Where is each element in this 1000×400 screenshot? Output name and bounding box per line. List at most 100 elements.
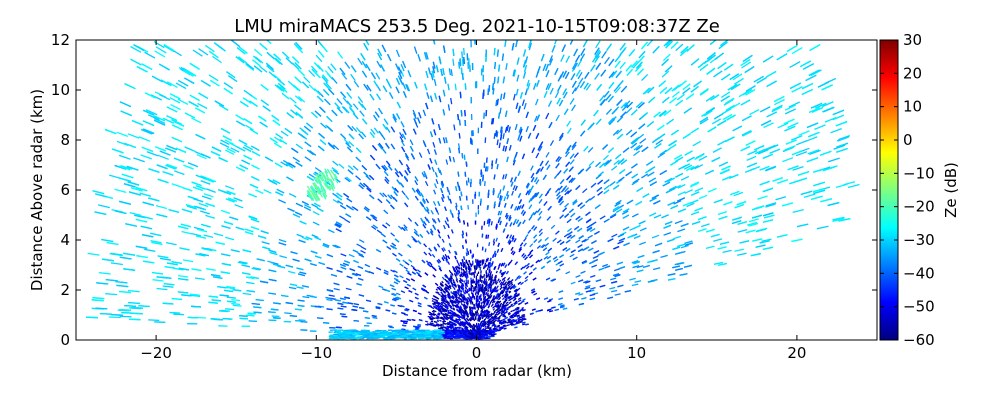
radar-gate (500, 126, 503, 133)
radar-gate (351, 308, 358, 311)
radar-gate (141, 63, 153, 70)
radar-gate (560, 187, 566, 193)
radar-gate (249, 100, 258, 107)
radar-gate (519, 92, 523, 99)
radar-gate (417, 240, 422, 245)
radar-gate (485, 110, 488, 117)
radar-gate (659, 86, 668, 94)
radar-gate (341, 72, 348, 80)
radar-gate (309, 150, 317, 156)
radar-gate (348, 133, 355, 140)
radar-gate (553, 258, 559, 263)
radar-gate (370, 214, 376, 219)
radar-gate (392, 113, 397, 121)
radar-gate (546, 216, 551, 221)
radar-gate (533, 238, 538, 244)
radar-gate (377, 302, 383, 306)
radar-gate (516, 315, 521, 318)
radar-gate (682, 83, 691, 91)
radar-gate (617, 284, 624, 288)
radar-gate (740, 99, 751, 106)
radar-gate (266, 51, 275, 60)
radar-gate (455, 186, 458, 192)
radar-gate (516, 205, 520, 211)
radar-gate (683, 264, 693, 268)
radar-gate (565, 161, 571, 168)
radar-gate (154, 146, 167, 152)
radar-gate (432, 141, 436, 148)
radar-gate (502, 133, 505, 140)
radar-gate (298, 319, 306, 322)
radar-gate (297, 68, 305, 77)
radar-gate (448, 156, 452, 162)
radar-gate (520, 300, 525, 304)
radar-gate (377, 143, 383, 150)
radar-gate (714, 52, 724, 60)
radar-gate (580, 270, 586, 274)
radar-gate (159, 150, 171, 156)
radar-gate (384, 178, 389, 185)
radar-gate (310, 250, 318, 254)
radar-gate (353, 303, 360, 306)
radar-gate (603, 179, 610, 185)
radar-gate (241, 264, 251, 268)
radar-gate (150, 239, 162, 244)
radar-gate (567, 227, 572, 233)
radar-gate (438, 56, 442, 64)
radar-gate (225, 236, 235, 241)
radar-gate (711, 156, 721, 163)
radar-gate (836, 142, 849, 148)
radar-gate (577, 217, 583, 222)
radar-gate (360, 250, 366, 254)
radar-gate (801, 82, 814, 90)
radar-gate (672, 246, 681, 251)
radar-gate (189, 94, 200, 102)
radar-gate (162, 302, 174, 305)
radar-gate (756, 77, 767, 84)
radar-gate (575, 215, 581, 221)
radar-gate (722, 249, 732, 254)
radar-gate (532, 267, 537, 271)
radar-gate (556, 191, 561, 197)
radar-gate (737, 228, 748, 233)
radar-gate (684, 242, 693, 246)
radar-gate (673, 235, 682, 240)
radar-gate (267, 260, 276, 264)
radar-gate (641, 146, 649, 153)
radar-gate (713, 113, 724, 120)
radar-gate (414, 180, 419, 186)
radar-gate (378, 285, 384, 289)
radar-gate (605, 93, 612, 101)
radar-gate (427, 67, 432, 75)
radar-gate (630, 142, 638, 149)
radar-gate (591, 240, 597, 244)
radar-gate (412, 267, 417, 272)
radar-gate (243, 118, 253, 125)
radar-gate (119, 177, 132, 183)
radar-gate (331, 109, 338, 117)
radar-gate (368, 174, 375, 181)
radar-gate (522, 71, 527, 79)
radar-gate (668, 185, 677, 191)
radar-gate (492, 83, 494, 90)
radar-gate (721, 73, 731, 81)
radar-gate (225, 308, 235, 311)
radar-gate (572, 199, 578, 204)
radar-gate (755, 228, 767, 233)
radar-gate (511, 304, 515, 308)
radar-gate (364, 263, 371, 268)
radar-gate (334, 244, 341, 249)
radar-gate (259, 121, 268, 128)
radar-gate (236, 120, 246, 127)
radar-gate (265, 62, 274, 70)
radar-gate (741, 115, 752, 122)
radar-gate (615, 70, 622, 79)
radar-gate (675, 99, 684, 107)
radar-gate (555, 156, 561, 162)
radar-gate (273, 302, 281, 305)
radar-gate (300, 320, 308, 323)
radar-gate (422, 224, 427, 229)
radar-gate (573, 297, 579, 301)
radar-gate (346, 197, 353, 203)
radar-gate (326, 125, 334, 132)
